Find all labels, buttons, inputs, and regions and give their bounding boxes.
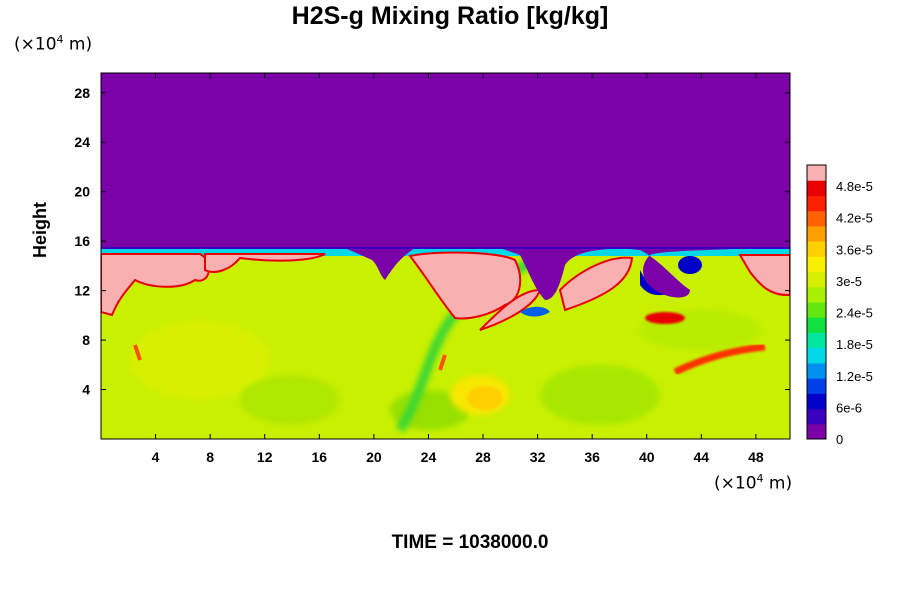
- y-tick-label: 24: [74, 134, 90, 150]
- colorbar-swatch: [807, 180, 826, 196]
- colorbar-swatch: [807, 408, 826, 425]
- x-tick-label: 28: [475, 449, 491, 465]
- colorbar-swatch: [807, 165, 826, 181]
- y-axis-ticks: 4 8 12 16 20 24 28: [74, 85, 790, 398]
- colorbar-swatch: [807, 347, 826, 364]
- colorbar-tick-label: 2.4e-5: [836, 306, 873, 321]
- colorbar-tick-label: 4.8e-5: [836, 179, 873, 194]
- colorbar-tick-label: 1.2e-5: [836, 369, 873, 384]
- colorbar-swatch: [807, 256, 826, 273]
- colorbar-swatch: [807, 241, 826, 257]
- y-tick-label: 20: [74, 184, 90, 200]
- x-axis-unit: (×104 m): [714, 472, 793, 494]
- x-tick-label: 36: [584, 449, 600, 465]
- colorbar-swatch: [807, 195, 826, 212]
- x-tick-label: 4: [152, 449, 160, 465]
- colorbar-swatch: [807, 302, 826, 318]
- colorbar-tick-label: 6e-6: [836, 400, 862, 415]
- colorbar-tick-label: 3.6e-5: [836, 242, 873, 257]
- y-tick-label: 4: [82, 382, 90, 398]
- colorbar-swatch: [807, 225, 826, 242]
- colorbar-swatch: [807, 378, 826, 394]
- colorbar-swatch: [807, 362, 826, 379]
- y-axis-unit: (×104 m): [14, 33, 93, 55]
- y-tick-label: 28: [74, 85, 90, 101]
- x-tick-label: 12: [257, 449, 273, 465]
- chart-title: H2S-g Mixing Ratio [kg/kg]: [291, 2, 609, 30]
- colorbar-swatch: [807, 317, 826, 333]
- colorbar-frame: [806, 164, 827, 440]
- x-tick-label: 24: [421, 449, 437, 465]
- x-tick-label: 16: [312, 449, 328, 465]
- colorbar-swatch: [807, 393, 826, 410]
- colorbar-swatch: [807, 423, 826, 440]
- x-tick-label: 44: [694, 449, 710, 465]
- x-tick-label: 8: [206, 449, 214, 465]
- colorbar: [806, 164, 827, 440]
- colorbar-swatch: [807, 286, 826, 303]
- y-tick-label: 12: [74, 283, 90, 299]
- colorbar-tick-label: 1.8e-5: [836, 337, 873, 352]
- plot-frame: [100, 72, 791, 440]
- colorbar-tick-label: 3e-5: [836, 274, 862, 289]
- colorbar-tick-label: 0: [836, 432, 843, 447]
- colorbar-swatch: [807, 332, 826, 349]
- colorbar-tick-label: 4.2e-5: [836, 211, 873, 226]
- x-tick-label: 32: [530, 449, 546, 465]
- x-tick-label: 48: [748, 449, 764, 465]
- time-label: TIME = 1038000.0: [391, 532, 549, 553]
- y-tick-label: 8: [82, 332, 90, 348]
- heatmap-field: [101, 73, 790, 439]
- x-tick-label: 40: [639, 449, 655, 465]
- colorbar-swatch: [807, 271, 826, 288]
- colorbar-swatch: [807, 210, 826, 227]
- x-tick-label: 20: [366, 449, 382, 465]
- colorbar-ticks: 0 6e-6 1.2e-5 1.8e-5 2.4e-5 3e-5 3.6e-5 4.2e-5 4…: [836, 179, 873, 447]
- x-axis-ticks: 4 8 12 16 20 24 28 32 36 40 44 48: [152, 73, 764, 465]
- y-tick-label: 16: [74, 233, 90, 249]
